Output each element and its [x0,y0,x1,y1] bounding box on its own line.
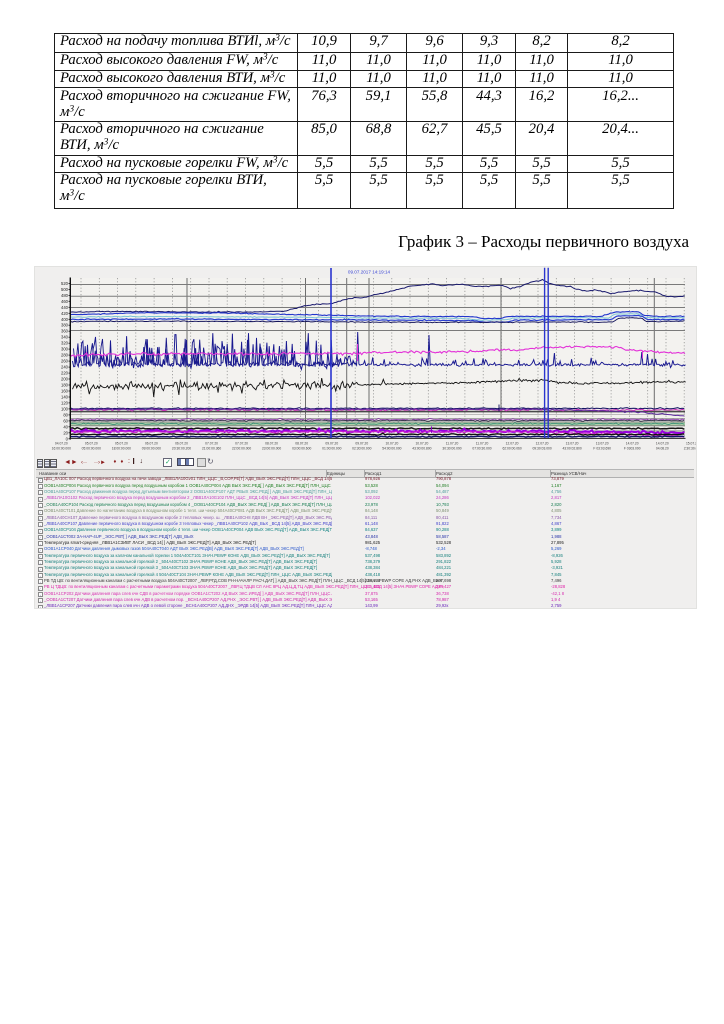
svg-text:54:00:00.000: 54:00:00.000 [382,446,401,450]
svg-text:43:00:00.800: 43:00:00.800 [412,446,431,450]
svg-text:F 03:03.690: F 03:03.690 [593,446,611,450]
svg-text:04.07.20: 04.07.20 [55,442,68,446]
svg-text:18:00:00.000: 18:00:00.000 [112,446,131,450]
svg-text:320: 320 [61,341,69,346]
svg-text:40: 40 [63,424,68,429]
svg-text:09:30:03.000: 09:30:03.000 [532,446,551,450]
svg-text:400: 400 [61,317,69,322]
svg-text:240: 240 [61,365,69,370]
svg-text:23:00:00.000: 23:00:00.000 [262,446,281,450]
svg-text:F 0303.090: F 0303.090 [624,446,641,450]
svg-text:360: 360 [61,329,69,334]
svg-text:0: 0 [66,436,69,441]
svg-text:08.07.20: 08.07.20 [295,442,308,446]
svg-text:30:30:00.090: 30:30:00.090 [442,446,461,450]
svg-text:12.07.20: 12.07.20 [536,442,549,446]
svg-text:03:00:00.600: 03:00:00.600 [292,446,311,450]
svg-text:480: 480 [61,293,69,298]
svg-text:220: 220 [61,371,69,376]
svg-text:16:00:00.000: 16:00:00.000 [52,446,71,450]
svg-text:05:00:00.000: 05:00:00.000 [82,446,101,450]
svg-text:11.07.20: 11.07.20 [476,442,489,446]
svg-text:280: 280 [61,353,69,358]
svg-text:300: 300 [61,347,69,352]
svg-text:420: 420 [61,311,69,316]
svg-text:09:00:00.000: 09:00:00.000 [142,446,161,450]
svg-text:100: 100 [61,406,69,411]
svg-text:20:30:00.200: 20:30:00.200 [172,446,191,450]
svg-text:01:00:00.000: 01:00:00.000 [322,446,341,450]
svg-text:21:00:00.360: 21:00:00.360 [202,446,221,450]
svg-text:09.07.2017 14:19:14: 09.07.2017 14:19:14 [348,270,391,275]
svg-text:04.08.20: 04.08.20 [656,446,669,450]
svg-text:140: 140 [61,395,69,400]
svg-text:14.07.20: 14.07.20 [656,442,669,446]
svg-text:380: 380 [61,323,69,328]
svg-text:440: 440 [61,305,69,310]
svg-text:07.07.20: 07.07.20 [235,442,248,446]
svg-text:07:00:30.000: 07:00:30.000 [472,446,491,450]
svg-text:12.07.20: 12.07.20 [506,442,519,446]
svg-text:02:30:00.000: 02:30:00.000 [352,446,371,450]
svg-text:15.07.20: 15.07.20 [686,442,696,446]
svg-text:11.07.20: 11.07.20 [446,442,459,446]
svg-text:05.07.20: 05.07.20 [115,442,128,446]
svg-text:500: 500 [61,287,69,292]
svg-text:08.07.20: 08.07.20 [265,442,278,446]
svg-text:22:00:00.000: 22:00:00.000 [232,446,251,450]
svg-text:05.07.20: 05.07.20 [85,442,98,446]
svg-text:09.07.20: 09.07.20 [355,442,368,446]
svg-text:06.07.20: 06.07.20 [145,442,158,446]
svg-text:13.07.20: 13.07.20 [566,442,579,446]
svg-text:180: 180 [61,383,69,388]
svg-text:80: 80 [63,412,68,417]
svg-text:09.07.20: 09.07.20 [325,442,338,446]
svg-text:14.07.20: 14.07.20 [626,442,639,446]
svg-text:43:00:02.800: 43:00:02.800 [562,446,581,450]
svg-text:520: 520 [61,281,69,286]
svg-text:62:00:00.060: 62:00:00.060 [502,446,521,450]
svg-text:120: 120 [61,400,69,405]
svg-text:200: 200 [61,377,69,382]
svg-text:460: 460 [61,299,69,304]
svg-text:160: 160 [61,389,69,394]
svg-text:20: 20 [63,430,68,435]
svg-text:13.07.20: 13.07.20 [596,442,609,446]
svg-text:06.07.20: 06.07.20 [175,442,188,446]
svg-text:60: 60 [63,418,68,423]
svg-text:340: 340 [61,335,69,340]
svg-text:260: 260 [61,359,69,364]
svg-text:10.07.20: 10.07.20 [415,442,428,446]
svg-text:2:30:30.000: 2:30:30.000 [684,446,696,450]
svg-text:07.07.20: 07.07.20 [205,442,218,446]
svg-text:10.07.20: 10.07.20 [385,442,398,446]
